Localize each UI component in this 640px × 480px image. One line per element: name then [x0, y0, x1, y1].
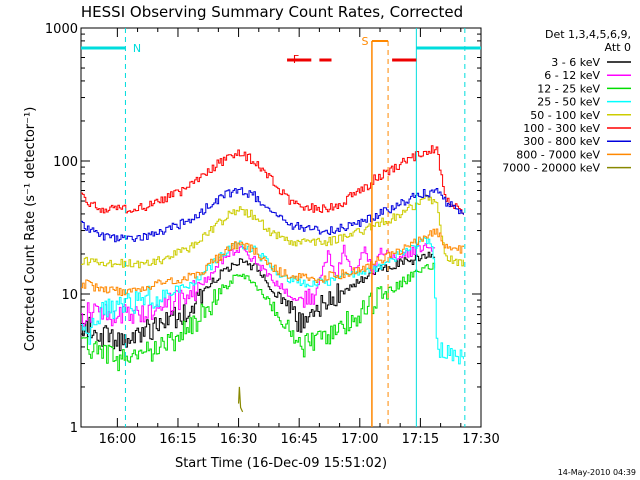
series-line-12-25-kev	[81, 262, 436, 372]
series-line-7000-20000-kev	[237, 386, 244, 413]
x-tick-label: 16:45	[280, 432, 317, 447]
series-line-50-100-kev	[81, 194, 464, 269]
legend-label-50-100-kev: 50 - 100 keV	[530, 109, 600, 122]
y-axis-label: Corrected Count Rate (s⁻¹ detector⁻¹)	[23, 107, 38, 352]
x-tick-label: 16:15	[159, 432, 196, 447]
annotation-n: N	[133, 42, 141, 55]
legend-title-line-1: Det 1,3,4,5,6,9,	[545, 28, 631, 41]
annotation-f: F	[293, 53, 299, 66]
plot-area: 16:00 16:15 16:30 16:45 17:00 17:15 17:30 1 10 10…	[45, 22, 500, 447]
legend-title-line-2: Att 0	[605, 41, 631, 54]
annotation-s: S	[362, 35, 369, 48]
legend-label-300-800-kev: 300 - 800 keV	[523, 135, 600, 148]
plot-frame	[80, 27, 482, 428]
legend-label-800-7000-kev: 800 - 7000 keV	[516, 148, 600, 161]
y-tick-label: 1	[70, 421, 78, 436]
y-tick-label: 100	[53, 155, 78, 170]
x-tick-label: 16:30	[220, 432, 257, 447]
legend-label-7000-20000-kev: 7000 - 20000 keV	[502, 162, 600, 175]
y-tick-label: 10	[61, 288, 78, 303]
y-tick-label: 1000	[45, 22, 78, 37]
x-tick-label: 17:15	[402, 432, 439, 447]
series-line-800-7000-kev	[81, 228, 464, 296]
legend-label-3-6-kev: 3 - 6 keV	[551, 56, 600, 69]
series-line-300-800-kev	[81, 187, 464, 243]
x-tick-label: 16:00	[99, 432, 136, 447]
x-tick-label: 17:00	[341, 432, 378, 447]
series-line-6-12-kev	[81, 243, 436, 327]
x-axis-label: Start Time (16-Dec-09 15:51:02)	[175, 456, 387, 471]
series-line-25-50-kev	[81, 237, 464, 365]
legend-label-12-25-kev: 12 - 25 keV	[537, 82, 600, 95]
chart-title: HESSI Observing Summary Count Rates, Cor…	[81, 3, 463, 21]
x-tick-label: 17:30	[462, 432, 499, 447]
timestamp: 14-May-2010 04:39	[558, 468, 636, 477]
legend-title: Det 1,3,4,5,6,9, Att 0	[545, 28, 631, 54]
legend-label-25-50-kev: 25 - 50 keV	[537, 96, 600, 109]
legend-label-100-300-kev: 100 - 300 keV	[523, 122, 600, 135]
legend-label-6-12-kev: 6 - 12 keV	[544, 69, 600, 82]
series-line-100-300-kev	[81, 145, 464, 215]
